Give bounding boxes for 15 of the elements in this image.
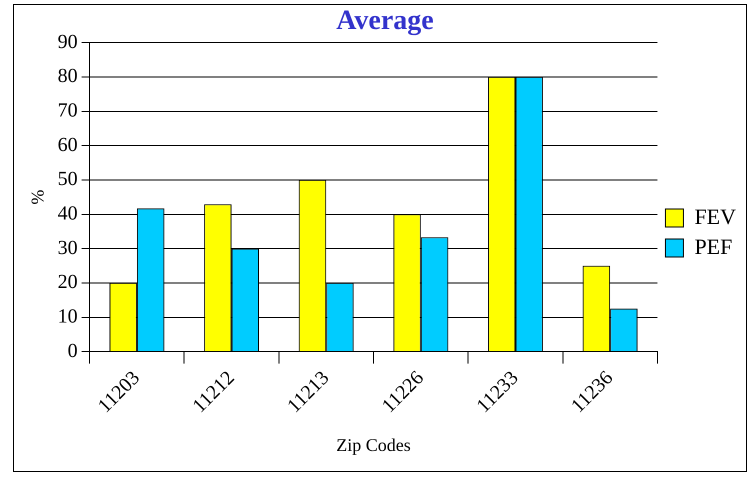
y-tick-label: 70 (58, 100, 78, 122)
y-tick-label: 80 (58, 65, 78, 88)
y-tick-label: 90 (58, 30, 78, 53)
y-tick-label: 50 (58, 168, 78, 190)
chart-title: Average (336, 5, 434, 36)
y-tick-label: 40 (58, 202, 78, 225)
y-tick-label: 20 (58, 271, 78, 294)
legend-label: PEF (694, 234, 732, 259)
legend-label: FEV (694, 204, 736, 229)
y-axis-title: % (28, 190, 48, 205)
x-axis-title: Zip Codes (336, 434, 411, 455)
y-tick-label: 60 (58, 134, 78, 156)
y-tick-label: 30 (58, 236, 78, 259)
y-tick-label: 0 (68, 340, 78, 362)
y-tick-label: 10 (58, 306, 78, 328)
